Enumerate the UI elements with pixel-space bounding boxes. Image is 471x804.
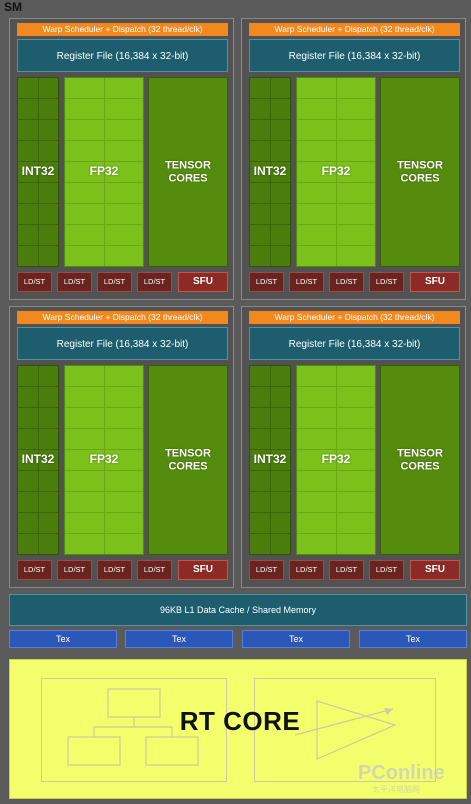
fp32-unit: FP32	[64, 365, 144, 555]
watermark-subtitle: 太平洋电脑网	[372, 785, 420, 794]
ldst-unit: LD/ST	[17, 560, 52, 580]
ldst-unit: LD/ST	[57, 560, 92, 580]
tensor-label-line2: CORES	[168, 460, 208, 472]
ray-triangle-icon	[294, 700, 397, 760]
ldst-unit: LD/ST	[137, 272, 172, 292]
tensor-cores: TENSOR CORES	[148, 77, 228, 267]
processing-block-0: Warp Scheduler + Dispatch (32 thread/clk…	[9, 18, 234, 300]
fp32-unit: FP32	[296, 77, 376, 267]
int32-unit: INT32	[249, 365, 291, 555]
sfu-unit: SFU	[410, 272, 460, 292]
rt-core: RT CORE	[9, 659, 467, 799]
int32-unit: INT32	[249, 77, 291, 267]
tensor-label-line2: CORES	[400, 172, 440, 184]
ldst-unit: LD/ST	[369, 560, 404, 580]
ldst-unit: LD/ST	[57, 272, 92, 292]
sfu-unit: SFU	[410, 560, 460, 580]
sm-label: SM	[4, 0, 22, 14]
ldst-unit: LD/ST	[369, 272, 404, 292]
ldst-unit: LD/ST	[249, 560, 284, 580]
tensor-label: TENSOR CORES	[381, 159, 459, 184]
bvh-traversal-box	[41, 678, 227, 782]
int32-label: INT32	[21, 164, 55, 179]
ldst-unit: LD/ST	[329, 272, 364, 292]
ldst-unit: LD/ST	[329, 560, 364, 580]
fp32-label: FP32	[89, 164, 119, 179]
tensor-label-line1: TENSOR	[165, 159, 211, 172]
processing-block-3: Warp Scheduler + Dispatch (32 thread/clk…	[241, 306, 466, 588]
processing-block-1: Warp Scheduler + Dispatch (32 thread/clk…	[241, 18, 466, 300]
warp-scheduler: Warp Scheduler + Dispatch (32 thread/clk…	[249, 311, 460, 324]
register-file: Register File (16,384 x 32-bit)	[249, 39, 460, 72]
tex-unit: Tex	[9, 630, 117, 648]
fp32-label: FP32	[321, 452, 351, 467]
tensor-label-line1: TENSOR	[397, 159, 443, 172]
ldst-unit: LD/ST	[17, 272, 52, 292]
register-file: Register File (16,384 x 32-bit)	[249, 327, 460, 360]
tensor-cores: TENSOR CORES	[380, 365, 460, 555]
fp32-label: FP32	[89, 452, 119, 467]
rt-core-label: RT CORE	[179, 706, 301, 736]
tensor-label: TENSOR CORES	[149, 159, 227, 184]
tex-unit: Tex	[125, 630, 233, 648]
sfu-unit: SFU	[178, 560, 228, 580]
tex-unit: Tex	[359, 630, 467, 648]
ldst-unit: LD/ST	[249, 272, 284, 292]
ray-triangle-box	[254, 678, 436, 782]
bvh-tree-icon	[67, 688, 199, 766]
int32-label: INT32	[21, 452, 55, 467]
int32-unit: INT32	[17, 365, 59, 555]
tensor-label-line1: TENSOR	[165, 447, 211, 460]
warp-scheduler: Warp Scheduler + Dispatch (32 thread/clk…	[17, 23, 228, 36]
tensor-label: TENSOR CORES	[381, 447, 459, 472]
warp-scheduler: Warp Scheduler + Dispatch (32 thread/clk…	[249, 23, 460, 36]
tensor-label-line1: TENSOR	[397, 447, 443, 460]
processing-block-2: Warp Scheduler + Dispatch (32 thread/clk…	[9, 306, 234, 588]
tensor-label: TENSOR CORES	[149, 447, 227, 472]
register-file: Register File (16,384 x 32-bit)	[17, 39, 228, 72]
fp32-label: FP32	[321, 164, 351, 179]
int32-label: INT32	[253, 452, 287, 467]
watermark-logo: PConline	[358, 762, 445, 784]
int32-label: INT32	[253, 164, 287, 179]
ldst-unit: LD/ST	[97, 560, 132, 580]
ldst-unit: LD/ST	[289, 272, 324, 292]
fp32-unit: FP32	[64, 77, 144, 267]
sfu-unit: SFU	[178, 272, 228, 292]
ldst-unit: LD/ST	[97, 272, 132, 292]
warp-scheduler: Warp Scheduler + Dispatch (32 thread/clk…	[17, 311, 228, 324]
fp32-unit: FP32	[296, 365, 376, 555]
l1-data-cache: 96KB L1 Data Cache / Shared Memory	[9, 594, 467, 626]
tensor-cores: TENSOR CORES	[380, 77, 460, 267]
tensor-cores: TENSOR CORES	[148, 365, 228, 555]
tensor-label-line2: CORES	[168, 172, 208, 184]
tex-unit: Tex	[242, 630, 350, 648]
register-file: Register File (16,384 x 32-bit)	[17, 327, 228, 360]
ldst-unit: LD/ST	[137, 560, 172, 580]
tensor-label-line2: CORES	[400, 460, 440, 472]
int32-unit: INT32	[17, 77, 59, 267]
ldst-unit: LD/ST	[289, 560, 324, 580]
